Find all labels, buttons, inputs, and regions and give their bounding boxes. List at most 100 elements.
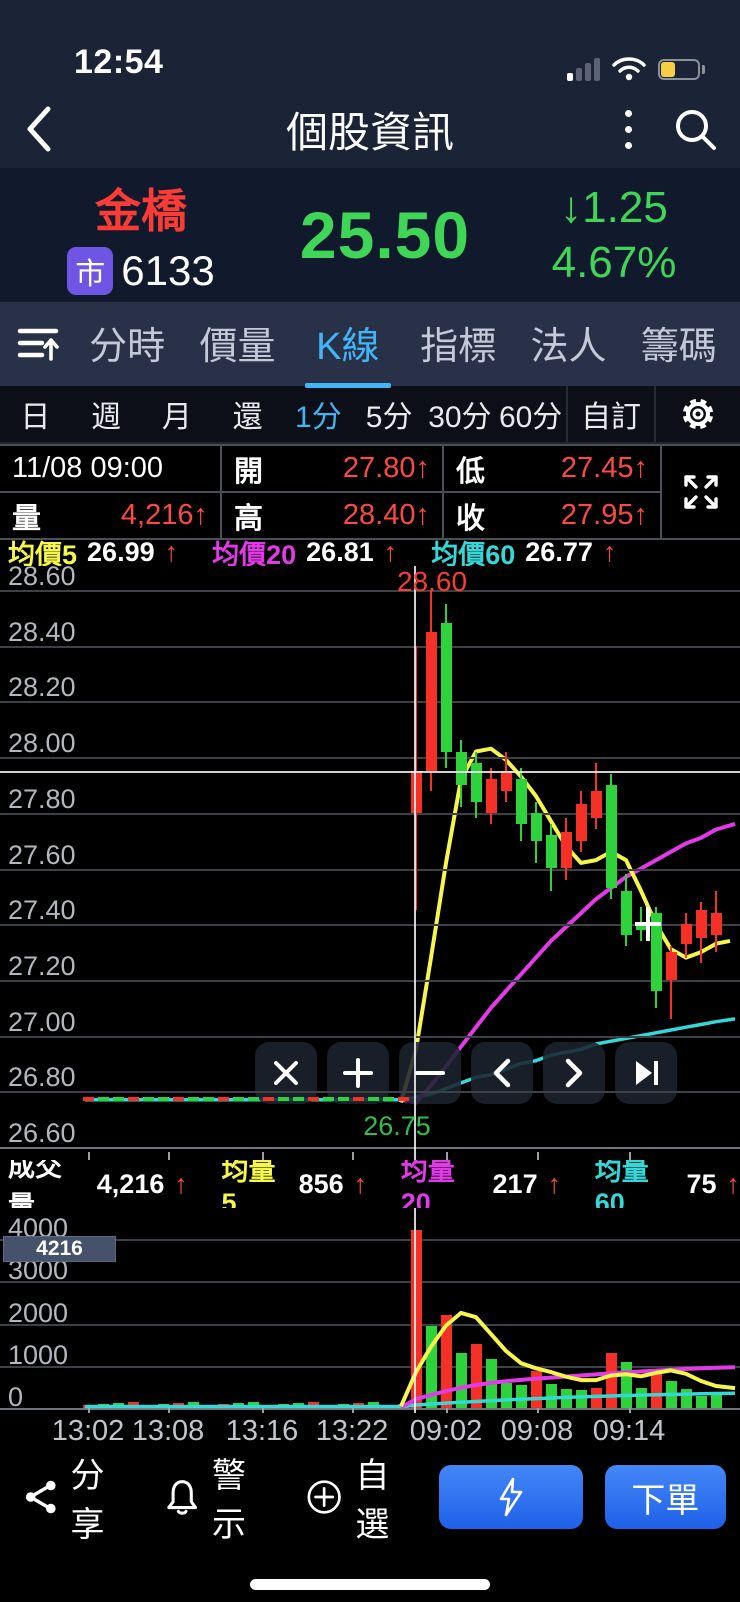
status-bar: 12:54 bbox=[0, 0, 740, 90]
share-label: 分享 bbox=[70, 1457, 105, 1544]
prev-session-candle bbox=[323, 1097, 334, 1102]
volume-bar bbox=[411, 1229, 422, 1408]
tab-kline[interactable]: K線 bbox=[293, 301, 403, 388]
period-60min[interactable]: 60分 bbox=[498, 401, 563, 434]
settings-gear-icon[interactable] bbox=[654, 386, 740, 442]
period-5min[interactable]: 5分 bbox=[365, 401, 413, 434]
axis-tick bbox=[262, 1152, 264, 1160]
prev-session-candle bbox=[248, 1097, 259, 1102]
prev-session-candle bbox=[233, 1097, 244, 1102]
volume-axis-label: 0 bbox=[8, 1382, 24, 1412]
period-adjusted[interactable]: 還 bbox=[232, 401, 263, 434]
max-volume-badge: 4216 bbox=[3, 1236, 116, 1262]
stock-name: 金橋 bbox=[95, 185, 187, 237]
clock: 12:54 bbox=[74, 43, 164, 81]
prev-session-candle bbox=[98, 1097, 109, 1102]
price-axis-label: 28.00 bbox=[8, 728, 76, 759]
pan-right-button[interactable] bbox=[543, 1042, 605, 1104]
session-high-label: 28.60 bbox=[396, 566, 468, 597]
volume-bar bbox=[426, 1325, 437, 1408]
candle-body bbox=[471, 762, 482, 802]
session-low-label: 26.75 bbox=[363, 1111, 431, 1142]
high-label: 高 bbox=[234, 502, 264, 535]
crosshair-vertical bbox=[414, 566, 416, 1160]
period-30min[interactable]: 30分 bbox=[428, 401, 492, 434]
prev-session-candle bbox=[263, 1097, 274, 1102]
high-value: 28.40↑ bbox=[342, 499, 430, 531]
period-month[interactable]: 月 bbox=[161, 401, 192, 434]
candle-body bbox=[426, 631, 437, 772]
ma60-label: 均價60 bbox=[431, 539, 516, 567]
candle-body bbox=[441, 623, 452, 752]
axis-tick bbox=[168, 1152, 170, 1160]
volume-bar bbox=[576, 1390, 587, 1408]
pan-left-button[interactable] bbox=[471, 1042, 533, 1104]
volume-bar bbox=[456, 1352, 467, 1408]
tab-price-volume[interactable]: 價量 bbox=[199, 325, 276, 368]
change-arrow: ↓ bbox=[560, 183, 583, 232]
prev-session-candle bbox=[128, 1097, 139, 1102]
volume-bar bbox=[651, 1369, 662, 1408]
chart-toolbar bbox=[255, 1042, 677, 1104]
add-watchlist-button[interactable]: 自選 bbox=[295, 1448, 430, 1546]
close-crosshair-button[interactable] bbox=[255, 1042, 317, 1104]
price-gridline bbox=[0, 1035, 740, 1038]
tab-institutional[interactable]: 法人 bbox=[530, 325, 607, 368]
price-gridline bbox=[0, 701, 740, 704]
candlestick-chart[interactable]: 28.60 28.40 28.20 28.00 27.80 27.60 27.40 27.20… bbox=[0, 566, 740, 1160]
back-button[interactable] bbox=[24, 105, 54, 153]
prev-session-candle bbox=[293, 1097, 304, 1102]
candle-body bbox=[651, 913, 662, 992]
period-week[interactable]: 週 bbox=[91, 401, 122, 434]
search-icon[interactable] bbox=[672, 106, 718, 152]
share-button[interactable]: 分享 bbox=[14, 1448, 146, 1546]
last-price: 25.50 bbox=[299, 198, 471, 272]
tab-indicators[interactable]: 指標 bbox=[420, 325, 497, 368]
time-axis-label: 09:14 bbox=[592, 1415, 666, 1447]
list-sort-icon[interactable] bbox=[6, 321, 72, 367]
skip-to-latest-button[interactable] bbox=[615, 1042, 677, 1104]
zoom-out-button[interactable] bbox=[399, 1042, 461, 1104]
period-custom[interactable]: 自訂 bbox=[566, 386, 654, 442]
volume-gridline bbox=[0, 1239, 740, 1241]
prev-session-candle bbox=[218, 1097, 229, 1102]
place-order-button[interactable]: 下單 bbox=[604, 1465, 726, 1529]
price-axis-label: 26.60 bbox=[8, 1118, 76, 1148]
home-indicator[interactable] bbox=[250, 1579, 490, 1590]
volume-chart[interactable]: 4000 3000 2000 1000 0 4216 bbox=[0, 1208, 740, 1413]
axis-tick bbox=[262, 1405, 264, 1413]
period-1min[interactable]: 1分 bbox=[295, 401, 342, 434]
alert-button[interactable]: 警示 bbox=[154, 1448, 288, 1546]
period-day[interactable]: 日 bbox=[20, 401, 51, 434]
volume-label: 量 bbox=[12, 502, 42, 535]
price-gridline bbox=[0, 1091, 740, 1094]
volume-bar bbox=[696, 1395, 707, 1408]
axis-tick bbox=[88, 1152, 90, 1160]
price-gridline bbox=[0, 812, 740, 815]
quick-order-button[interactable] bbox=[438, 1465, 583, 1529]
volume-value: 4,216↑ bbox=[120, 499, 208, 531]
prev-session-candle bbox=[203, 1097, 214, 1102]
zoom-in-button[interactable] bbox=[327, 1042, 389, 1104]
prev-session-candle bbox=[383, 1097, 394, 1102]
price-axis-label: 28.60 bbox=[8, 566, 76, 591]
price-gridline bbox=[0, 645, 740, 648]
crosshair-vertical bbox=[414, 1208, 416, 1413]
fullscreen-expand-icon[interactable] bbox=[662, 446, 740, 540]
prev-session-candle bbox=[368, 1097, 379, 1102]
tab-chips[interactable]: 籌碼 bbox=[640, 325, 717, 368]
ma20-label: 均價20 bbox=[212, 539, 297, 567]
volume-axis-label: 1000 bbox=[8, 1339, 69, 1370]
watchlist-label: 自選 bbox=[355, 1457, 390, 1544]
candle-body bbox=[501, 771, 512, 791]
wifi-icon bbox=[612, 57, 646, 81]
prev-session-candle bbox=[173, 1097, 184, 1102]
more-menu-icon[interactable] bbox=[625, 109, 632, 149]
volume-bar bbox=[711, 1394, 722, 1408]
tab-minute-chart[interactable]: 分時 bbox=[89, 325, 166, 368]
prev-session-candle bbox=[338, 1097, 349, 1102]
volume-gridline bbox=[0, 1365, 740, 1368]
candle-body bbox=[711, 913, 722, 936]
candle-body bbox=[531, 812, 542, 841]
nav-bar: 個股資訊 bbox=[0, 90, 740, 168]
